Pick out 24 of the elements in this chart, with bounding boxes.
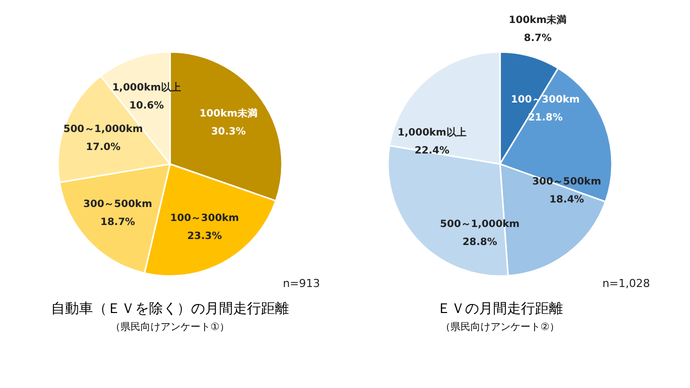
text: ＥＶの月間走行距離 [437, 301, 563, 317]
text: （県民向けアンケート②） [440, 321, 560, 333]
slice-label: 1,000km以上 [398, 126, 466, 138]
data-label: 10.6% [129, 100, 164, 112]
data-label: 30.3% [211, 126, 246, 138]
slice-label: 500～1,000km [440, 218, 520, 230]
data-label: 18.7% [100, 217, 136, 228]
data-label: 23.3% [187, 230, 222, 242]
slice-label: 100～300km [170, 212, 239, 224]
data-label: 18.4% [549, 194, 584, 206]
slice-label: 300～500km [83, 199, 152, 210]
text: n=1,028 [602, 277, 650, 290]
slice-label: 100km未満 [508, 14, 567, 26]
slice-label: 300～500km [532, 176, 602, 188]
slice-label: 100km未満 [199, 107, 258, 120]
data-label: 8.7% [524, 33, 552, 44]
data-label: 21.8% [528, 112, 563, 124]
text: （県民向けアンケート①） [110, 321, 230, 333]
slice-label: 500～1,000km [63, 124, 143, 136]
text: n=913 [282, 277, 320, 290]
text: 自動車（ＥＶを除く）の月間走行距離 [51, 301, 289, 317]
data-label: 22.4% [414, 145, 450, 156]
data-label: 28.8% [462, 236, 498, 248]
data-label: 17.0% [86, 142, 121, 154]
